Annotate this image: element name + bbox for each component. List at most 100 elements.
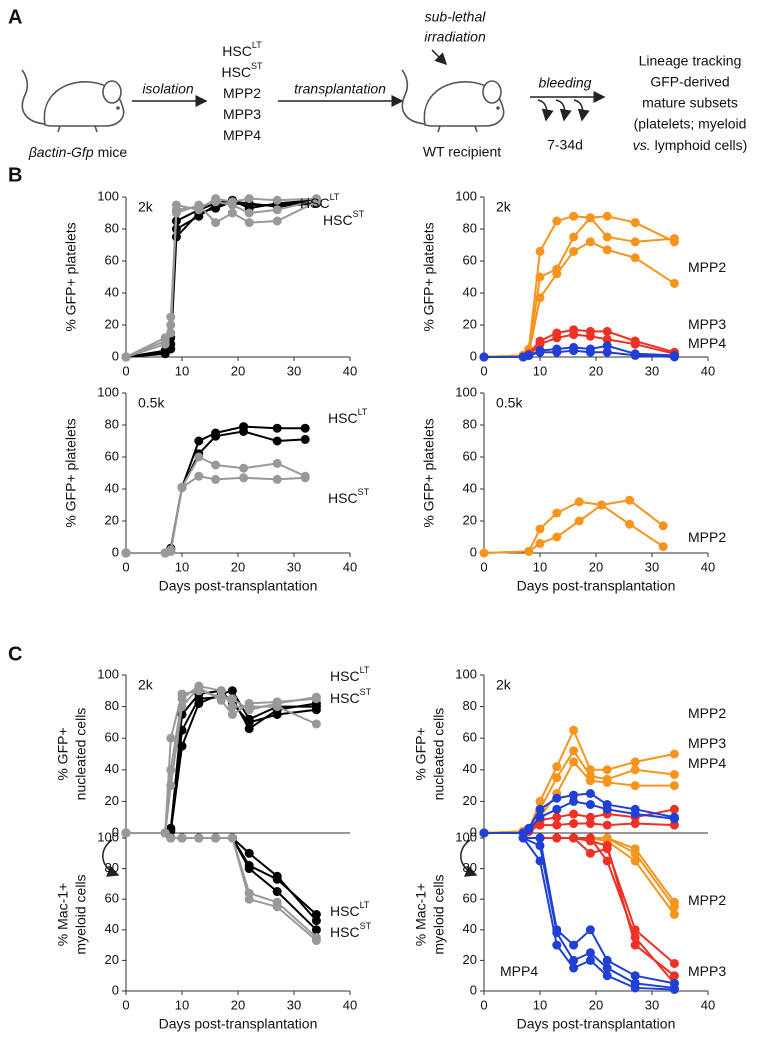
data-point — [602, 777, 612, 787]
y-tick-label: 0 — [470, 348, 477, 363]
annotation: 2k — [138, 677, 154, 693]
data-point — [272, 871, 282, 881]
data-point — [597, 500, 607, 510]
data-point — [535, 246, 545, 256]
series-line — [125, 200, 317, 358]
arrow — [537, 99, 554, 122]
arrow — [573, 99, 590, 122]
y-axis-label: % Mac-1+ — [55, 883, 71, 946]
data-point — [552, 216, 562, 226]
data-point — [602, 341, 612, 351]
y-tick-label: 100 — [97, 666, 119, 681]
data-point — [160, 339, 170, 349]
chart: 0 20 40 60 80 100 % GFP+ nucleated cells 2k MPP2 M… — [413, 666, 727, 839]
chart: 0 20 40 60 80 100 0 10 20 30 40 % GFP+ platelets 2k M… — [421, 188, 727, 378]
mouse-icon — [401, 69, 505, 133]
data-point — [585, 331, 595, 341]
y-tick-label: 20 — [463, 316, 477, 331]
data-point — [171, 205, 181, 215]
arrow — [460, 839, 478, 877]
data-point — [121, 548, 131, 558]
series-label: HSCLT — [330, 665, 370, 683]
y-tick-label: 0 — [112, 824, 119, 839]
data-point — [524, 825, 534, 835]
data-point — [211, 833, 221, 843]
x-tick-label: 0 — [480, 997, 487, 1012]
data-point — [669, 902, 679, 912]
data-point — [535, 347, 545, 357]
data-point — [272, 710, 282, 719]
series-label: MPP3 — [688, 963, 726, 979]
y-tick-label: 60 — [105, 730, 119, 745]
data-point — [669, 814, 679, 824]
data-point — [602, 955, 612, 965]
irradiation-label: sub-lethal — [425, 9, 487, 25]
data-point — [160, 346, 170, 356]
data-point — [272, 902, 282, 912]
data-point — [239, 426, 249, 436]
y-tick-label: 40 — [463, 761, 477, 776]
y-tick-label: 0 — [470, 824, 477, 839]
data-point — [216, 686, 226, 696]
data-point — [552, 347, 562, 357]
data-point — [602, 334, 612, 344]
annotation: 0.5k — [138, 395, 165, 411]
y-tick-label: 80 — [105, 860, 119, 875]
data-point — [311, 916, 321, 926]
data-point — [535, 833, 545, 843]
data-point — [574, 497, 584, 507]
data-point — [166, 328, 176, 338]
data-point — [585, 347, 595, 357]
y-axis-label: % GFP+ — [55, 727, 71, 780]
data-point — [311, 705, 321, 715]
data-point — [272, 458, 282, 468]
data-point — [602, 804, 612, 814]
y-axis-label: % GFP+ platelets — [421, 418, 437, 527]
series-label: HSCST — [221, 61, 263, 79]
y-tick-label: 100 — [455, 829, 477, 844]
x-tick-label: 0 — [122, 997, 129, 1012]
data-point — [535, 339, 545, 349]
data-point — [669, 749, 679, 759]
y-tick-label: 60 — [105, 252, 119, 267]
y-tick-label: 0 — [470, 982, 477, 997]
arrow — [431, 49, 448, 66]
x-tick-label: 20 — [589, 997, 603, 1012]
data-point — [194, 471, 204, 481]
x-axis-label: Days post-transplantation — [517, 1016, 676, 1032]
panel-label: B — [8, 164, 22, 186]
data-point — [602, 833, 612, 843]
data-point — [669, 804, 679, 814]
data-point — [552, 508, 562, 518]
data-point — [602, 963, 612, 973]
data-point — [585, 800, 595, 810]
data-point — [244, 724, 254, 734]
chart: 0 20 40 60 80 100 0 10 20 30 40 % Mac-1+ myeloid cel… — [413, 829, 727, 1031]
data-point — [194, 436, 204, 446]
data-point — [585, 819, 595, 829]
series-line — [523, 837, 675, 985]
y-tick-label: 100 — [97, 188, 119, 203]
x-tick-label: 10 — [175, 997, 189, 1012]
y-tick-label: 60 — [463, 252, 477, 267]
data-point — [311, 719, 321, 729]
series-label: MPP4 — [223, 127, 261, 143]
data-point — [585, 848, 595, 858]
series-label: HSCST — [323, 209, 365, 227]
outcome-line: Lineage tracking — [639, 53, 742, 69]
data-point — [177, 482, 187, 492]
data-point — [166, 546, 176, 556]
data-point — [300, 423, 310, 433]
data-point — [658, 542, 668, 552]
data-point — [272, 436, 282, 446]
data-point — [569, 757, 579, 767]
x-tick-label: 40 — [343, 997, 357, 1012]
y-tick-label: 80 — [463, 416, 477, 431]
chart: 0 20 40 60 80 100 0 10 20 30 40 % GFP+ platelets Day… — [421, 384, 727, 593]
data-point — [602, 232, 612, 242]
series-line — [483, 240, 675, 358]
y-axis-label: % GFP+ platelets — [63, 418, 79, 527]
series-line — [126, 696, 317, 834]
x-tick-label: 40 — [343, 559, 357, 574]
